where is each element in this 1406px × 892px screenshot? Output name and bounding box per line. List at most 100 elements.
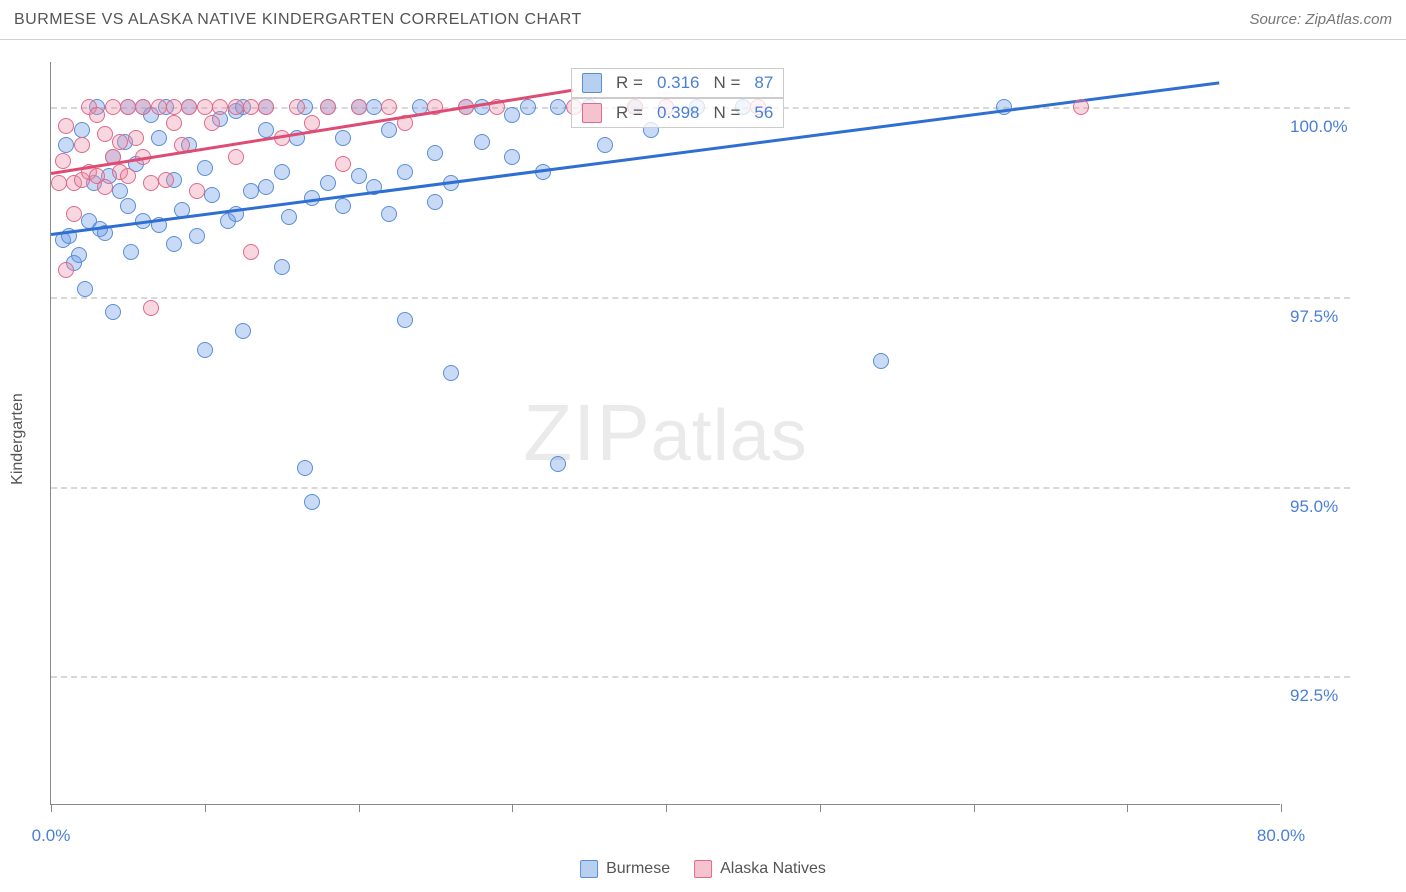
stats-r-label: R = [616,103,643,123]
data-point [243,244,259,260]
data-point [120,168,136,184]
data-point [504,107,520,123]
y-tick-label: 95.0% [1290,497,1380,517]
data-point [335,130,351,146]
legend-label: Burmese [606,860,670,878]
data-point [243,183,259,199]
x-tick [1281,804,1282,812]
x-tick [974,804,975,812]
stats-box: R =0.398N =56 [571,98,784,128]
data-point [228,99,244,115]
stats-box: R =0.316N =87 [571,68,784,98]
data-point [274,259,290,275]
x-tick [359,804,360,812]
data-point [397,164,413,180]
data-point [74,137,90,153]
data-point [235,323,251,339]
y-tick-label: 92.5% [1290,686,1380,706]
data-point [55,153,71,169]
data-point [143,300,159,316]
data-point [112,134,128,150]
data-point [258,179,274,195]
data-point [197,342,213,358]
data-point [335,156,351,172]
data-point [89,107,105,123]
data-point [112,183,128,199]
data-point [151,130,167,146]
data-point [351,168,367,184]
data-point [143,175,159,191]
data-point [381,99,397,115]
data-point [504,149,520,165]
x-tick [1127,804,1128,812]
x-tick [666,804,667,812]
grid-line [51,297,1350,299]
y-tick-label: 97.5% [1290,307,1380,327]
stats-r-label: R = [616,73,643,93]
data-point [443,365,459,381]
x-tick-label: 0.0% [32,826,71,846]
stats-n-value: 87 [754,73,773,93]
data-point [123,244,139,260]
watermark-suffix: atlas [651,396,808,476]
data-point [335,198,351,214]
data-point [197,160,213,176]
data-point [166,99,182,115]
data-point [97,179,113,195]
data-point [351,99,367,115]
data-point [151,99,167,115]
data-point [281,209,297,225]
data-point [320,99,336,115]
data-point [120,99,136,115]
watermark-prefix: ZIP [523,388,650,477]
legend-swatch-alaska [694,860,712,878]
stats-n-value: 56 [754,103,773,123]
data-point [320,175,336,191]
data-point [58,262,74,278]
data-point [120,198,136,214]
data-point [189,183,205,199]
data-point [181,99,197,115]
data-point [520,99,536,115]
data-point [474,134,490,150]
data-point [427,145,443,161]
data-point [71,247,87,263]
stats-swatch [582,103,602,123]
y-axis-title: Kindergarten [9,393,27,485]
data-point [289,99,305,115]
data-point [158,172,174,188]
data-point [381,206,397,222]
data-point [51,175,67,191]
data-point [397,312,413,328]
data-point [204,115,220,131]
data-point [58,137,74,153]
legend-swatch-burmese [580,860,598,878]
x-tick-label: 80.0% [1257,826,1305,846]
grid-line [51,487,1350,489]
data-point [189,228,205,244]
data-point [550,99,566,115]
data-point [58,118,74,134]
data-point [77,281,93,297]
data-point [1073,99,1089,115]
data-point [204,187,220,203]
data-point [197,99,213,115]
data-point [97,126,113,142]
data-point [304,494,320,510]
data-point [212,99,228,115]
data-point [166,115,182,131]
data-point [166,236,182,252]
data-point [66,206,82,222]
grid-line [51,676,1350,678]
chart-title: BURMESE VS ALASKA NATIVE KINDERGARTEN CO… [14,11,582,29]
data-point [128,130,144,146]
x-tick [512,804,513,812]
data-point [135,99,151,115]
stats-n-label: N = [713,73,740,93]
x-tick [205,804,206,812]
data-point [427,194,443,210]
plot-area: ZIPatlas 92.5%95.0%97.5%100.0%0.0%80.0%R… [50,62,1280,805]
data-point [381,122,397,138]
y-tick-label: 100.0% [1290,117,1380,137]
stats-swatch [582,73,602,93]
